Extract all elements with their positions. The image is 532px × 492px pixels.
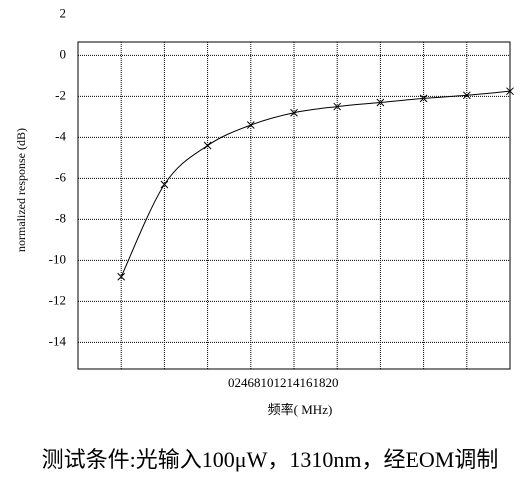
x-tick-label: 6 <box>248 375 255 390</box>
y-tick-label: 0 <box>60 46 67 61</box>
plot-frame <box>77 41 511 370</box>
x-tick-label: 8 <box>254 375 261 390</box>
x-tick-label: 12 <box>274 375 287 390</box>
x-tick-label: 18 <box>313 375 326 390</box>
series-line <box>120 90 511 277</box>
data-point <box>246 121 255 129</box>
data-point <box>160 180 169 189</box>
data-point <box>462 91 471 100</box>
data-point <box>203 141 212 150</box>
y-tick-label: -8 <box>55 210 66 225</box>
y-tick-label: -6 <box>55 169 66 184</box>
x-tick-label: 10 <box>261 375 274 390</box>
y-tick-label: -12 <box>49 292 66 307</box>
data-point <box>419 94 428 103</box>
data-point <box>117 272 126 281</box>
data-point <box>376 98 385 107</box>
y-tick-label: -4 <box>55 128 66 143</box>
x-tick-label: 0 <box>228 375 235 390</box>
y-axis-label: normalized response (dB) <box>14 128 28 252</box>
y-tick-label: -14 <box>49 333 67 348</box>
x-axis-label: 频率( MHz) <box>268 402 333 417</box>
x-tick-label: 2 <box>235 375 242 390</box>
x-tick-label: 14 <box>287 375 301 390</box>
data-point <box>290 108 298 117</box>
x-tick-label: 4 <box>241 375 248 390</box>
x-tick-label: 16 <box>300 375 314 390</box>
data-point <box>506 87 514 96</box>
y-tick-label: 2 <box>60 5 67 20</box>
y-tick-label: -2 <box>55 87 66 102</box>
data-point <box>333 102 342 111</box>
caption: 测试条件:光输入100μW，1310nm，经EOM调制 <box>42 447 499 472</box>
x-tick-label: 20 <box>326 375 339 390</box>
y-tick-label: -10 <box>49 251 66 266</box>
